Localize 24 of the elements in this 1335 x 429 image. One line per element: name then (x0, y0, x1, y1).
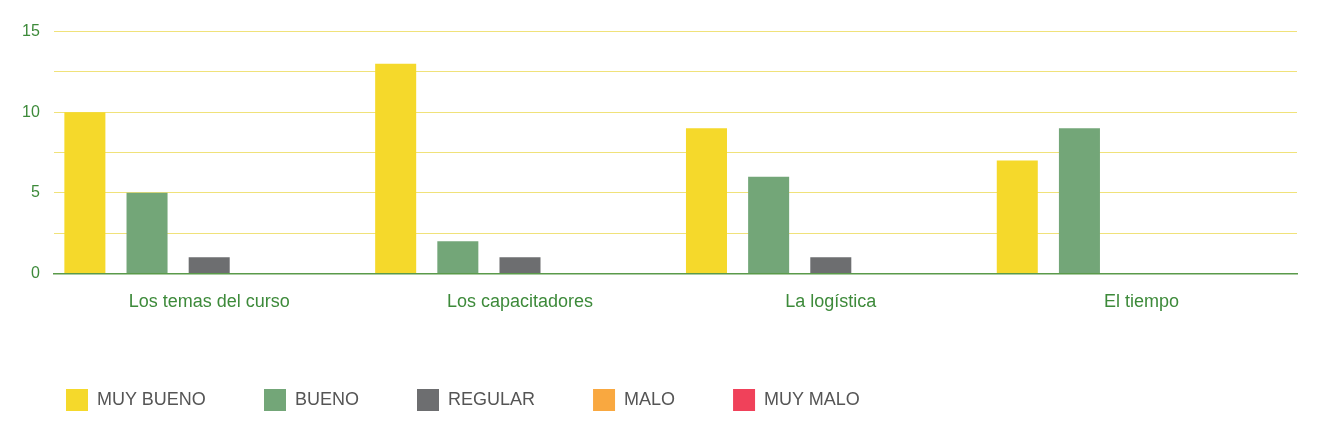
bar (126, 192, 168, 273)
bar (188, 257, 230, 273)
bar (499, 257, 541, 273)
bar (748, 176, 790, 273)
x-tick-label: Los temas del curso (128, 291, 290, 312)
x-tick-label: La logística (785, 291, 878, 312)
legend-label: BUENO (295, 388, 360, 409)
bar (810, 257, 852, 273)
bar (685, 128, 727, 273)
legend-label: MALO (624, 388, 676, 409)
bar (1058, 128, 1100, 273)
y-tick-label: 10 (22, 102, 40, 120)
bar (996, 160, 1038, 273)
x-tick-label: Los capacitadores (446, 291, 594, 312)
bar (437, 241, 479, 273)
legend-label: REGULAR (448, 388, 536, 409)
x-tick-label: El tiempo (1104, 291, 1180, 312)
bar (64, 112, 106, 273)
y-tick-label: 5 (30, 183, 40, 201)
legend-label: MUY MALO (764, 388, 860, 409)
y-tick-label: 0 (30, 263, 40, 281)
legend-label: MUY BUENO (97, 388, 206, 409)
bar (375, 63, 417, 273)
y-tick-label: 15 (22, 22, 40, 40)
